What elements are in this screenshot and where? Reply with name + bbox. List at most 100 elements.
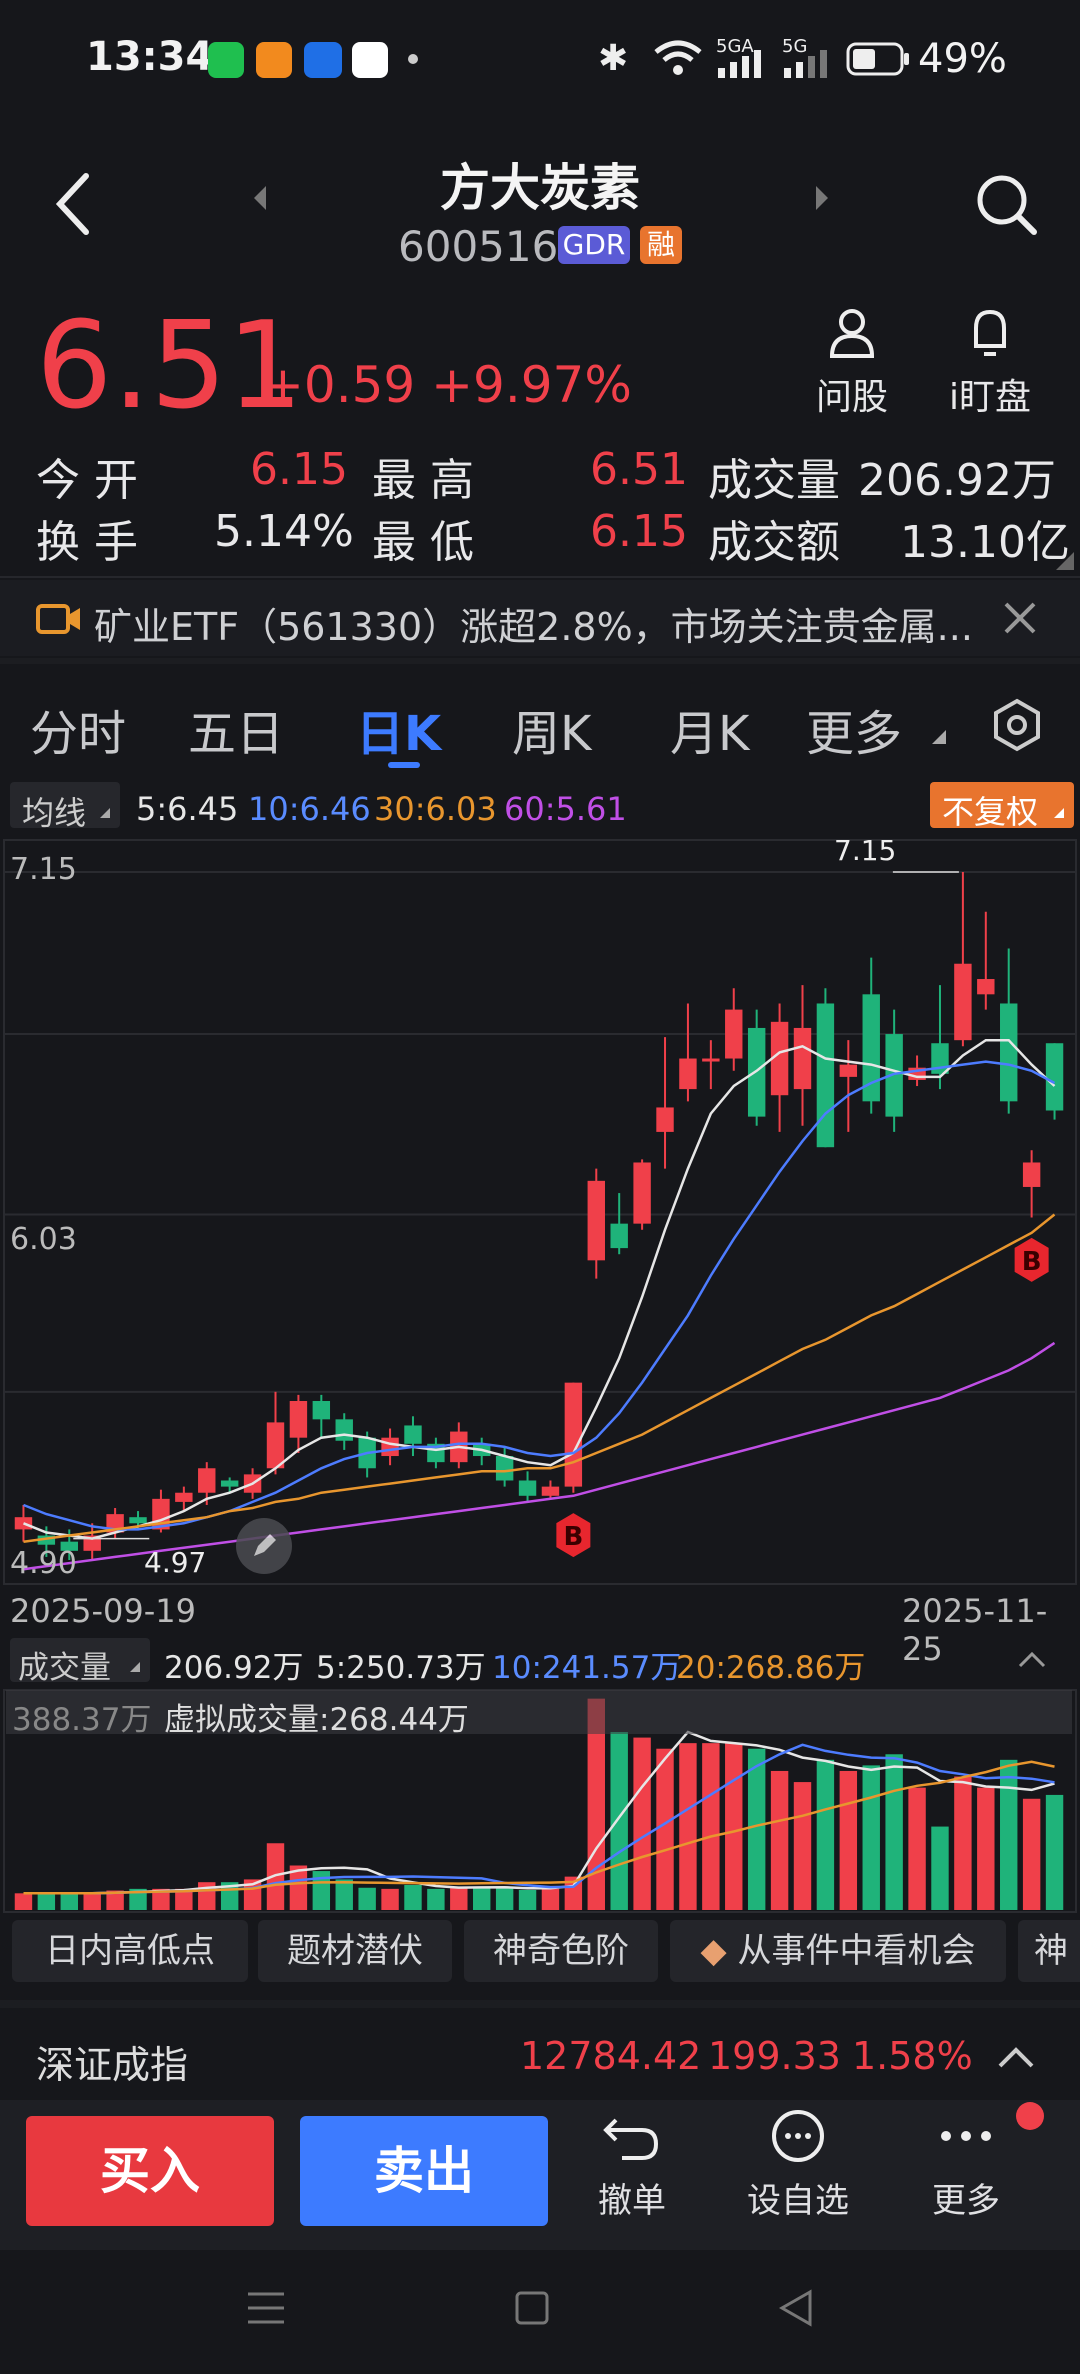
ask-stock-button[interactable]: 问股 (810, 306, 894, 420)
volume-bar (312, 1871, 331, 1910)
ma10-line (23, 1060, 1056, 1531)
volume-chart[interactable] (0, 1688, 1080, 1914)
ma-selector[interactable]: 均线 (10, 782, 120, 832)
candle-body (129, 1517, 147, 1524)
bluetooth-icon: ✱ (598, 38, 629, 79)
dropdown-icon (100, 808, 110, 818)
margin-badge: 融 (640, 226, 682, 264)
candle-body (381, 1437, 399, 1457)
dropdown-icon (932, 730, 946, 744)
battery-percent: 49% (918, 36, 1007, 82)
home-nav-icon[interactable] (514, 2290, 550, 2326)
network-type-2: 5G (782, 36, 808, 57)
chip-intraday-high-low[interactable]: 日内高低点 (12, 1920, 248, 1982)
candle-body (198, 1468, 216, 1493)
volume-bar (14, 1893, 33, 1910)
volume-bar (129, 1888, 147, 1910)
chevron-up-icon[interactable] (998, 2046, 1034, 2068)
add-watch-button[interactable]: 设自选 (728, 2108, 868, 2222)
app-icon (256, 42, 292, 78)
date-start-label: 2025-09-19 (10, 1592, 196, 1630)
volume-bar (908, 1787, 926, 1910)
adjust-selector[interactable]: 不复权 (930, 782, 1074, 831)
back-icon[interactable] (52, 172, 92, 236)
candle-body (1022, 1162, 1041, 1187)
stat-value: 6.15 (590, 506, 688, 557)
volume-selector-label: 成交量 (18, 1650, 111, 1686)
stat-label: 最 低 (372, 517, 474, 568)
tab-more[interactable]: 更多 (806, 706, 903, 762)
ma30-label: 30:6.03 (374, 790, 497, 828)
ma30-line (23, 1213, 1056, 1543)
search-icon[interactable] (974, 172, 1040, 238)
buy-button[interactable]: 买入 (26, 2116, 274, 2226)
volume-total: 206.92万 (164, 1650, 304, 1686)
candle-body (312, 1400, 331, 1420)
candle-body (862, 994, 880, 1102)
chip-event-opportunity[interactable]: ◆ 从事件中看机会 (670, 1920, 1006, 1982)
more-button[interactable]: 更多 (896, 2108, 1036, 2222)
volume-bar (495, 1887, 514, 1910)
volume-bar (702, 1743, 720, 1910)
virtual-volume-bar: 388.37万 虚拟成交量:268.44万 (6, 1690, 1072, 1738)
tab-intraday[interactable]: 分时 (30, 706, 127, 762)
volume-max-label: 388.37万 (12, 1702, 152, 1738)
price-change-value: +0.59 (262, 356, 416, 414)
candle-body (725, 1009, 743, 1059)
tab-weekly-k[interactable]: 周K (512, 706, 592, 762)
volume-bar (37, 1893, 56, 1910)
peak-price-label: 7.15 (834, 834, 897, 867)
pencil-icon (254, 1534, 276, 1556)
volume-bar (473, 1886, 491, 1910)
settings-icon[interactable] (990, 698, 1044, 752)
menu-nav-icon[interactable] (246, 2290, 286, 2326)
sell-button[interactable]: 卖出 (300, 2116, 548, 2226)
chip-theme[interactable]: 题材潜伏 (258, 1920, 452, 1982)
volume-bar (450, 1887, 468, 1910)
candlestick-chart[interactable]: BB (0, 836, 1080, 1590)
stock-name: 方大炭素 (440, 159, 640, 217)
volume-ma20-line (23, 1760, 1055, 1895)
stat-label: 今 开 (36, 455, 138, 506)
volume-bar (977, 1787, 995, 1910)
index-row[interactable]: 深证成指 12784.42 199.33 1.58% (0, 2016, 1080, 2100)
next-stock-icon[interactable] (812, 184, 832, 212)
candle-body (335, 1419, 353, 1441)
tab-five-day[interactable]: 五日 (188, 706, 285, 762)
ma10-label: 10:6.46 (248, 790, 371, 828)
candle-body (816, 1003, 835, 1148)
volume-bar (541, 1888, 560, 1910)
candle-body (610, 1223, 628, 1249)
chip-color-scale[interactable]: 神奇色阶 (464, 1920, 658, 1982)
diamond-icon: ◆ (700, 1931, 738, 1971)
volume-bar (83, 1893, 101, 1910)
volume-selector[interactable]: 成交量 (10, 1638, 150, 1686)
index-change: 199.33 (708, 2034, 841, 2078)
chip-label: 神 (1034, 1931, 1068, 1971)
candle-body (404, 1425, 422, 1444)
volume-bar (404, 1884, 422, 1910)
volume-bar (106, 1890, 124, 1910)
dropdown-icon (1054, 808, 1064, 818)
stock-code: 600516 (398, 222, 559, 271)
stat-label: 最 高 (372, 455, 474, 506)
cancel-order-button[interactable]: 撤单 (562, 2108, 702, 2222)
chip-more[interactable]: 神 (1018, 1920, 1080, 1982)
adjust-label: 不复权 (942, 793, 1039, 831)
candle-body (885, 1034, 903, 1117)
tab-monthly-k[interactable]: 月K (670, 706, 750, 762)
stat-value: 206.92万 (858, 455, 1056, 506)
close-icon[interactable] (1002, 600, 1038, 636)
volume-bar (381, 1888, 399, 1910)
back-nav-icon[interactable] (776, 2288, 816, 2328)
draw-tool-button[interactable] (236, 1518, 292, 1574)
current-price: 6.51 (36, 297, 304, 436)
prev-stock-icon[interactable] (250, 184, 270, 212)
zhihu-icon (304, 42, 342, 78)
watch-button[interactable]: i盯盘 (940, 306, 1040, 420)
news-banner[interactable]: 矿业ETF（561330）涨超2.8%，市场关注贵金属... (0, 580, 1080, 656)
y-axis-mid-label: 6.03 (10, 1222, 77, 1257)
collapse-icon[interactable] (1018, 1650, 1046, 1668)
tab-daily-k[interactable]: 日K (356, 706, 442, 762)
price-change: +0.59 +9.97% (262, 356, 632, 414)
